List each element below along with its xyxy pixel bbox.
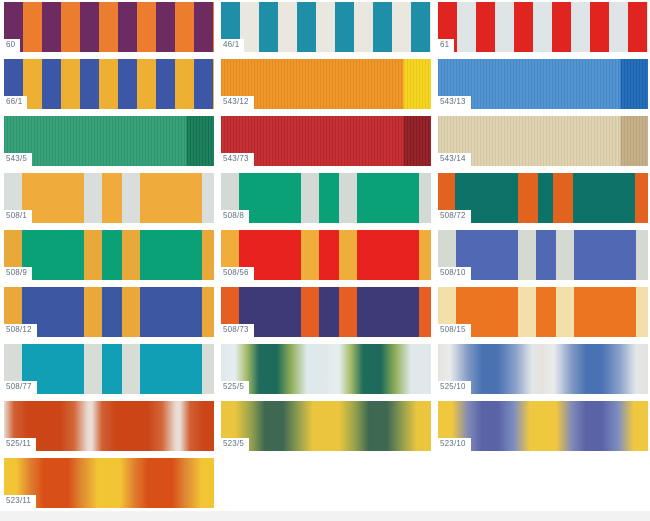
swatch-label: 543/13 — [438, 96, 471, 109]
swatch-label: 543/14 — [438, 153, 471, 166]
swatch-label: 523/10 — [438, 438, 471, 451]
swatch-label: 523/11 — [4, 495, 37, 508]
swatch-label: 508/73 — [221, 324, 254, 337]
fabric-swatch-523-5[interactable]: 523/5 — [221, 401, 431, 451]
swatch-label: 508/15 — [438, 324, 471, 337]
fabric-swatch-508-12[interactable]: 508/12 — [4, 287, 214, 337]
swatch-label: 508/9 — [4, 267, 33, 280]
fabric-swatch-508-9[interactable]: 508/9 — [4, 230, 214, 280]
swatch-label: 46/1 — [221, 39, 245, 52]
swatch-label: 525/11 — [4, 438, 37, 451]
swatch-label: 523/5 — [221, 438, 250, 451]
swatch-label: 525/5 — [221, 381, 250, 394]
swatch-label: 508/56 — [221, 267, 254, 280]
swatch-label: 508/72 — [438, 210, 471, 223]
swatch-label: 543/73 — [221, 153, 254, 166]
fabric-swatch-525-11[interactable]: 525/11 — [4, 401, 214, 451]
swatch-label: 543/12 — [221, 96, 254, 109]
fabric-swatch-525-5[interactable]: 525/5 — [221, 344, 431, 394]
fabric-swatch-508-72[interactable]: 508/72 — [438, 173, 648, 223]
swatch-grid: 60 46/1 61 66/1 543/12 543/13 543/5 543/73 543/1… — [4, 2, 648, 508]
fabric-swatch-523-10[interactable]: 523/10 — [438, 401, 648, 451]
fabric-swatch-543-12[interactable]: 543/12 — [221, 59, 431, 109]
fabric-swatch-508-15[interactable]: 508/15 — [438, 287, 648, 337]
fabric-swatch-543-5[interactable]: 543/5 — [4, 116, 214, 166]
fabric-swatch-46-1[interactable]: 46/1 — [221, 2, 431, 52]
fabric-swatch-60[interactable]: 60 — [4, 2, 214, 52]
swatch-label: 66/1 — [4, 96, 28, 109]
fabric-swatch-508-56[interactable]: 508/56 — [221, 230, 431, 280]
swatch-label: 508/8 — [221, 210, 250, 223]
fabric-swatch-61[interactable]: 61 — [438, 2, 648, 52]
fabric-swatch-543-73[interactable]: 543/73 — [221, 116, 431, 166]
swatch-label: 508/1 — [4, 210, 33, 223]
fabric-swatch-525-10[interactable]: 525/10 — [438, 344, 648, 394]
footer-strip — [0, 511, 650, 521]
swatch-label: 543/5 — [4, 153, 33, 166]
swatch-label: 508/12 — [4, 324, 37, 337]
fabric-swatch-543-13[interactable]: 543/13 — [438, 59, 648, 109]
swatch-label: 508/10 — [438, 267, 471, 280]
swatch-label: 508/77 — [4, 381, 37, 394]
swatch-label: 61 — [438, 39, 455, 52]
swatch-label: 525/10 — [438, 381, 471, 394]
fabric-swatch-508-8[interactable]: 508/8 — [221, 173, 431, 223]
swatch-label: 60 — [4, 39, 21, 52]
fabric-swatch-543-14[interactable]: 543/14 — [438, 116, 648, 166]
fabric-swatch-66-1[interactable]: 66/1 — [4, 59, 214, 109]
fabric-swatch-523-11[interactable]: 523/11 — [4, 458, 214, 508]
fabric-swatch-508-10[interactable]: 508/10 — [438, 230, 648, 280]
fabric-swatch-508-73[interactable]: 508/73 — [221, 287, 431, 337]
fabric-swatch-508-77[interactable]: 508/77 — [4, 344, 214, 394]
fabric-swatch-508-1[interactable]: 508/1 — [4, 173, 214, 223]
